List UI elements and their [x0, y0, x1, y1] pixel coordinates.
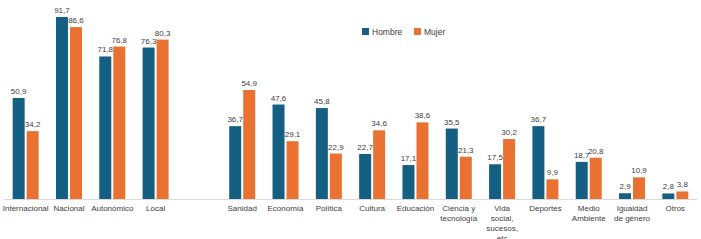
data-labels: 50,9 91,7 71,8 76,3 36,7 47,6 45,8 22,7 17,1 35,5… [11, 6, 689, 191]
bar [27, 131, 39, 199]
x-tick-label: Internacional [3, 204, 49, 213]
legend-label: Hombre [372, 27, 403, 37]
x-tick-label: Ciencia ytecnología [440, 204, 477, 223]
data-label: 3,8 [677, 180, 689, 189]
data-label: 54,9 [241, 79, 257, 88]
x-tick-label: Local [146, 204, 165, 213]
x-tick-label: Autonómico [91, 204, 134, 213]
bar [373, 130, 385, 199]
x-tick-label: Economía [268, 204, 305, 213]
x-tick-label: Nacional [53, 204, 84, 213]
data-label: 34,6 [371, 119, 387, 128]
bar [446, 129, 458, 199]
data-label: 2,8 [663, 182, 675, 191]
bar [532, 126, 544, 199]
data-label: 22,7 [357, 143, 373, 152]
bar [402, 165, 414, 199]
data-label: 36,7 [227, 115, 243, 124]
bar [13, 98, 25, 199]
data-label: 38,6 [415, 111, 431, 120]
bar [99, 56, 111, 199]
bar [416, 122, 428, 199]
bar [503, 139, 515, 199]
data-label: 9,9 [547, 168, 559, 177]
data-label: 47,6 [271, 94, 287, 103]
x-tick-label: Igualdadde género [614, 204, 651, 223]
data-label: 76,8 [111, 36, 127, 45]
x-tick-label: Cultura [359, 204, 385, 213]
bar [590, 158, 602, 199]
data-label: 91,7 [54, 6, 70, 15]
x-tick-label: MedioAmbiente [572, 204, 606, 223]
x-axis-line [4, 199, 697, 200]
bar [56, 17, 68, 199]
x-tick-label: Sanidad [228, 204, 257, 213]
legend-label: Mujer [424, 27, 445, 37]
bars [13, 17, 689, 199]
data-label: 71,8 [97, 45, 113, 54]
bar [273, 105, 285, 199]
data-label: 29,1 [285, 130, 301, 139]
data-label: 50,9 [11, 87, 27, 96]
bar [576, 162, 588, 199]
bar [330, 154, 342, 199]
x-tick-label: Deportes [529, 204, 561, 213]
x-tick-label: Política [316, 204, 343, 213]
data-label: 17,5 [487, 153, 503, 162]
chart: 50,9 91,7 71,8 76,3 36,7 47,6 45,8 22,7 17,1 35,5… [0, 0, 701, 239]
legend-swatch [362, 28, 369, 35]
bar [546, 179, 558, 199]
data-label: 2,9 [619, 182, 631, 191]
data-label: 10,9 [631, 166, 647, 175]
data-label: 80,3 [155, 29, 171, 38]
x-tick-label: Educación [397, 204, 434, 213]
bar [662, 193, 674, 199]
bar [460, 157, 472, 199]
legend: Hombre Mujer [362, 27, 445, 37]
bar [157, 40, 169, 199]
data-label: 34,2 [25, 120, 41, 129]
x-tick-label: Vidasocial,sucesos,etc [486, 204, 518, 239]
data-label: 17,1 [401, 154, 417, 163]
data-label: 30,2 [501, 128, 517, 137]
data-label: 45,8 [314, 97, 330, 106]
data-label: 22,9 [328, 143, 344, 152]
bar [113, 47, 125, 199]
data-label: 20,8 [588, 147, 604, 156]
bar [243, 90, 255, 199]
bar [676, 191, 688, 199]
x-axis: Internacional Nacional Autonómico Local Sani… [3, 204, 685, 239]
bar [287, 141, 299, 199]
bar [489, 164, 501, 199]
data-label: 36,7 [531, 115, 547, 124]
data-label: 86,6 [68, 16, 84, 25]
bar [143, 48, 155, 199]
bar [316, 108, 328, 199]
legend-swatch [414, 28, 421, 35]
bar [633, 177, 645, 199]
data-label: 35,5 [444, 118, 460, 127]
bar [619, 193, 631, 199]
bar [70, 27, 82, 199]
bar [229, 126, 241, 199]
x-tick-label: Otros [666, 204, 686, 213]
data-label: 76,3 [141, 37, 157, 46]
data-label: 21,3 [458, 146, 474, 155]
bar [359, 154, 371, 199]
